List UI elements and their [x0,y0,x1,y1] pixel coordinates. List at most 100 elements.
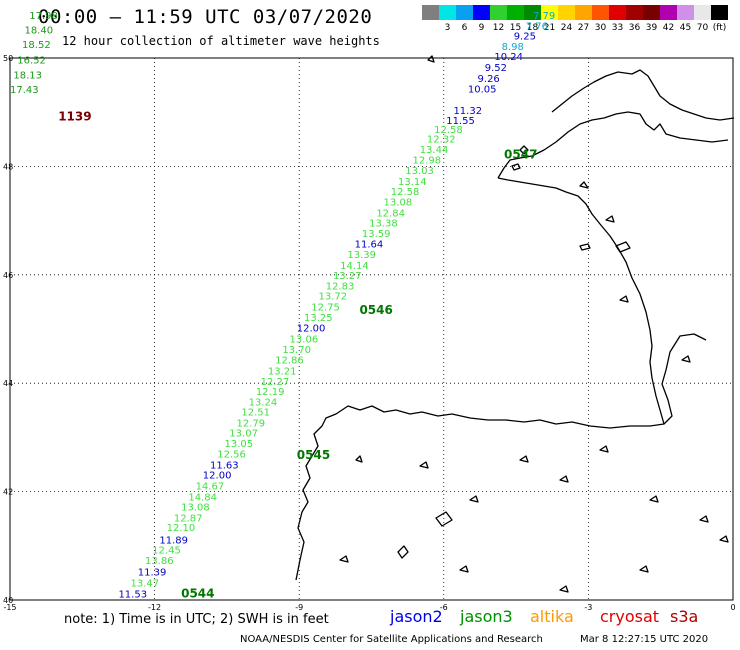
colorbar-label: 6 [461,23,468,33]
swh-value-label: 13.24 [249,397,278,408]
coastline-france [497,177,665,425]
swh-value-label: 13.44 [420,145,449,156]
y-tick-label: 44 [3,379,13,388]
colorbar-label: 9 [478,23,485,33]
swh-value-label: 12.75 [311,303,340,314]
swh-value-label: 11.89 [159,536,188,547]
colorbar-swatch [660,5,677,20]
island-ile-re [615,241,631,253]
legend-jason2: jason2 [390,607,443,626]
island-4 [519,455,529,463]
swh-value-label: 13.07 [229,428,258,439]
swh-value-label: 18.40 [24,26,53,37]
swh-value-label: 13.06 [290,335,319,346]
colorbar-label: 70 [696,23,709,33]
swh-value-label: 12.87 [174,513,203,524]
island-9 [339,555,349,563]
swh-value-label: 11.55 [446,116,475,127]
island-canary-1 [435,511,453,527]
swh-value-label: 11.39 [138,568,167,579]
swh-value-label: 12.10 [167,523,196,534]
swh-value-label: 13.27 [333,271,362,282]
colorbar-swatch [711,5,728,20]
swh-value-label: 10.05 [468,85,497,96]
swh-value-label: 11.64 [355,240,384,251]
island-3 [469,495,479,503]
swh-value-label: 12.58 [434,125,463,136]
island-jersey [605,215,615,223]
swh-value-label: 12.56 [217,449,246,460]
swh-value-label: 10.24 [494,52,523,63]
colorbar-swatch [677,5,694,20]
x-tick-label: -15 [3,603,16,612]
track-time-label: 0547 [504,147,537,161]
swh-value-label: 13.14 [398,177,427,188]
swh-value-label: 13.25 [304,313,333,324]
island-13 [719,535,729,543]
swh-value-label: 13.86 [145,556,174,567]
swh-value-label: 12.83 [326,281,355,292]
colorbar-swatch [473,5,490,20]
swh-value-label: 13.39 [347,250,376,261]
coastline-cornwall [551,69,735,121]
island-14 [681,355,691,363]
y-tick-label: 48 [3,162,13,171]
page-title: 00:00 – 11:59 UTC 03/07/2020 [38,6,373,28]
swh-value-label: 12.51 [241,408,270,419]
swh-value-label: 18.13 [13,71,42,82]
colorbar-label: (ft) [712,23,727,33]
swh-value-label: 13.21 [268,367,297,378]
y-tick-label: 46 [3,271,13,280]
colorbar-swatch [694,5,711,20]
colorbar-swatch [456,5,473,20]
swh-value-label: 12.00 [203,471,232,482]
coastline-normandy [639,113,729,143]
axis-ticks: -15 -12 -9 -6 -3 0 40 42 44 46 48 50 [3,54,736,612]
colorbar-label: 15 [509,23,522,33]
island-2 [419,461,429,469]
x-tick-label: 0 [730,603,735,612]
swh-value-label: 14.14 [340,261,369,272]
colorbar-label: 18 [526,23,539,33]
swh-value-label: 17.98 [29,11,58,22]
coastline-iberia [295,333,707,581]
swh-value-label: 12.86 [275,356,304,367]
swh-value-label: 12.32 [427,135,456,146]
swh-value-label: 13.70 [282,345,311,356]
swh-value-label: 13.08 [181,503,210,514]
swh-value-label: 13.47 [131,578,160,589]
x-tick-label: -6 [440,603,448,612]
legend-altika: altika [530,607,574,626]
swh-value-label: 7.79 [533,11,555,22]
swh-value-label: 11.53 [118,589,147,600]
island-1 [355,455,363,463]
colorbar-swatch [558,5,575,20]
colorbar-label: 39 [645,23,658,33]
track-time-label: 0546 [359,303,392,317]
colorbar-swatch [592,5,609,20]
island-ushant [511,163,521,171]
track-time-label: 1139 [58,109,91,123]
island-15 [427,55,435,63]
island-canary-2 [397,545,409,559]
colorbar-label: 21 [543,23,556,33]
island-scilly [519,145,529,155]
island-10 [459,565,469,573]
colorbar-label: 45 [679,23,692,33]
island-5 [559,475,569,483]
legend-cryosat: cryosat [600,607,660,626]
colorbar-swatch [609,5,626,20]
page-subtitle: 12 hour collection of altimeter wave hei… [62,34,380,48]
swh-value-label: 13.05 [224,439,253,450]
swh-value-label: 12.79 [237,419,266,430]
swh-value-label: 7.76 [526,21,548,32]
swh-value-label: 13.03 [405,166,434,177]
legend-s3a: s3a [670,607,699,626]
swh-value-label: 18.52 [22,40,51,51]
swh-value-label: 13.08 [384,197,413,208]
swh-value-label: 9.52 [485,63,507,74]
island-8 [699,515,709,523]
colorbar-swatch [507,5,524,20]
